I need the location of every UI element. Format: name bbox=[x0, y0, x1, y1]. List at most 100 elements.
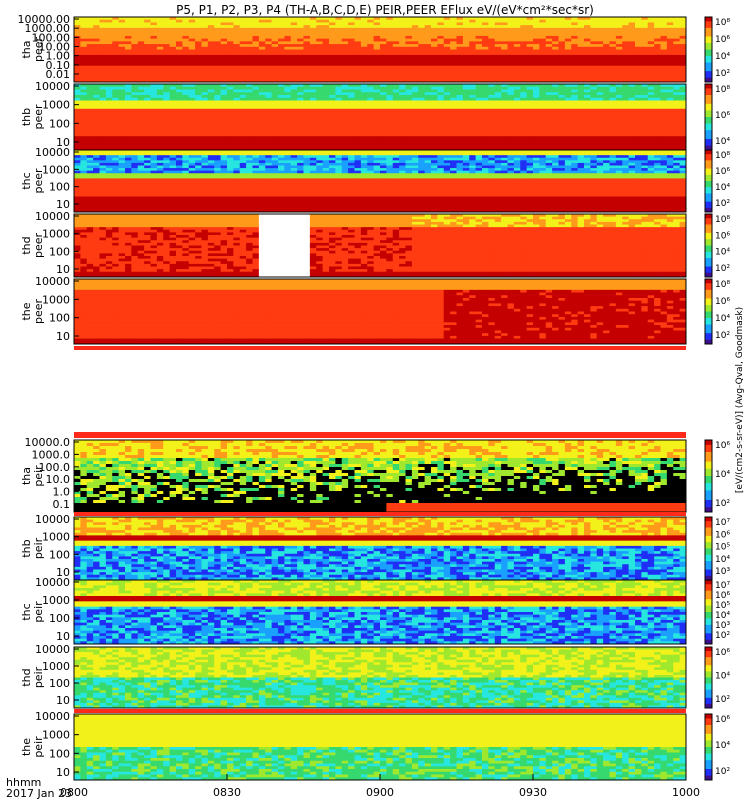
heatmap-cell bbox=[290, 95, 298, 99]
heatmap-cell bbox=[552, 54, 559, 59]
heatmap-cell bbox=[214, 103, 222, 107]
heatmap-cell bbox=[278, 136, 285, 140]
heatmap-cell bbox=[80, 162, 88, 166]
heatmap-cell bbox=[564, 65, 572, 69]
heatmap-cell bbox=[252, 25, 260, 29]
heatmap-cell bbox=[494, 122, 502, 126]
heatmap-cell bbox=[80, 100, 88, 104]
heatmap-cell bbox=[360, 41, 368, 45]
heatmap-cell bbox=[424, 71, 432, 75]
heatmap-cell bbox=[144, 125, 151, 129]
heatmap-cell bbox=[558, 52, 566, 56]
heatmap-cell bbox=[86, 95, 94, 99]
heatmap-cell bbox=[596, 68, 604, 72]
heatmap-cell bbox=[195, 19, 202, 23]
heatmap-cell bbox=[105, 65, 113, 69]
heatmap-cell bbox=[284, 60, 292, 64]
heatmap-cell bbox=[641, 65, 649, 69]
heatmap-cell bbox=[564, 17, 572, 21]
heatmap-cell bbox=[182, 114, 190, 118]
heatmap-cell bbox=[271, 76, 279, 80]
heatmap-cell bbox=[367, 97, 375, 101]
heatmap-cell bbox=[252, 136, 260, 140]
panel-frame bbox=[73, 16, 687, 83]
heatmap-cell bbox=[329, 108, 336, 112]
heatmap-cell bbox=[118, 25, 126, 29]
heatmap-cell bbox=[450, 122, 457, 126]
heatmap-cell bbox=[150, 86, 158, 90]
heatmap-cell bbox=[666, 100, 674, 104]
heatmap-cell bbox=[80, 54, 88, 59]
heatmap-cell bbox=[584, 22, 591, 26]
heatmap-cell bbox=[399, 89, 406, 93]
heatmap-cell bbox=[169, 71, 177, 75]
heatmap-cell bbox=[118, 204, 126, 208]
heatmap-cell bbox=[207, 33, 215, 37]
heatmap-cell bbox=[673, 114, 681, 118]
heatmap-cell bbox=[316, 33, 324, 37]
colorbar-tick-label: 10⁴ bbox=[715, 52, 730, 62]
heatmap-cell bbox=[341, 54, 349, 59]
heatmap-cell bbox=[176, 46, 183, 50]
heatmap-cell bbox=[615, 25, 623, 29]
heatmap-cell bbox=[322, 54, 330, 59]
heatmap-cell bbox=[86, 125, 94, 129]
heatmap-cell bbox=[545, 41, 553, 45]
heatmap-cell bbox=[271, 17, 279, 21]
heatmap-cell bbox=[258, 25, 266, 29]
heatmap-cell bbox=[220, 68, 228, 72]
heatmap-cell bbox=[284, 19, 292, 23]
heatmap-cell bbox=[348, 41, 355, 45]
heatmap-cell bbox=[144, 196, 151, 200]
heatmap-cell bbox=[144, 147, 151, 151]
heatmap-cell bbox=[526, 141, 534, 145]
heatmap-cell bbox=[131, 141, 139, 145]
heatmap-cell bbox=[105, 71, 113, 75]
heatmap-cell bbox=[647, 119, 655, 123]
heatmap-cell bbox=[201, 38, 209, 42]
heatmap-cell bbox=[80, 30, 88, 34]
heatmap-cell bbox=[99, 35, 107, 40]
heatmap-cell bbox=[443, 111, 451, 115]
heatmap-cell bbox=[322, 84, 330, 88]
heatmap-cell bbox=[118, 157, 126, 161]
heatmap-cell bbox=[450, 65, 457, 69]
heatmap-cell bbox=[424, 33, 432, 37]
heatmap-cell bbox=[169, 44, 177, 48]
heatmap-cell bbox=[488, 84, 496, 88]
heatmap-cell bbox=[99, 60, 107, 64]
heatmap-cell bbox=[418, 122, 426, 126]
heatmap-cell bbox=[322, 38, 330, 42]
heatmap-cell bbox=[418, 73, 426, 77]
heatmap-cell bbox=[411, 106, 419, 110]
heatmap-cell bbox=[131, 35, 139, 40]
heatmap-cell bbox=[271, 33, 279, 37]
heatmap-cell bbox=[666, 71, 674, 75]
heatmap-cell bbox=[673, 71, 681, 75]
heatmap-cell bbox=[641, 100, 649, 104]
heatmap-cell bbox=[278, 68, 285, 72]
heatmap-cell bbox=[207, 119, 215, 123]
heatmap-cell bbox=[628, 68, 636, 72]
heatmap-cell bbox=[246, 100, 253, 104]
heatmap-cell bbox=[214, 30, 222, 34]
heatmap-cell bbox=[99, 209, 107, 213]
heatmap-cell bbox=[182, 122, 190, 126]
colorbar-segment bbox=[705, 106, 712, 109]
heatmap-cell bbox=[99, 201, 107, 205]
heatmap-cell bbox=[112, 155, 120, 159]
heatmap-cell bbox=[290, 136, 298, 140]
heatmap-cell bbox=[603, 44, 610, 48]
heatmap-cell bbox=[660, 52, 668, 56]
heatmap-cell bbox=[93, 162, 100, 166]
heatmap-cell bbox=[278, 71, 285, 75]
heatmap-cell bbox=[195, 41, 202, 45]
heatmap-cell bbox=[443, 147, 451, 151]
heatmap-cell bbox=[176, 133, 183, 137]
heatmap-cell bbox=[156, 41, 164, 45]
heatmap-cell bbox=[195, 141, 202, 145]
heatmap-cell bbox=[558, 97, 566, 101]
heatmap-cell bbox=[112, 19, 120, 23]
heatmap-cell bbox=[137, 170, 145, 174]
heatmap-cell bbox=[494, 17, 502, 21]
